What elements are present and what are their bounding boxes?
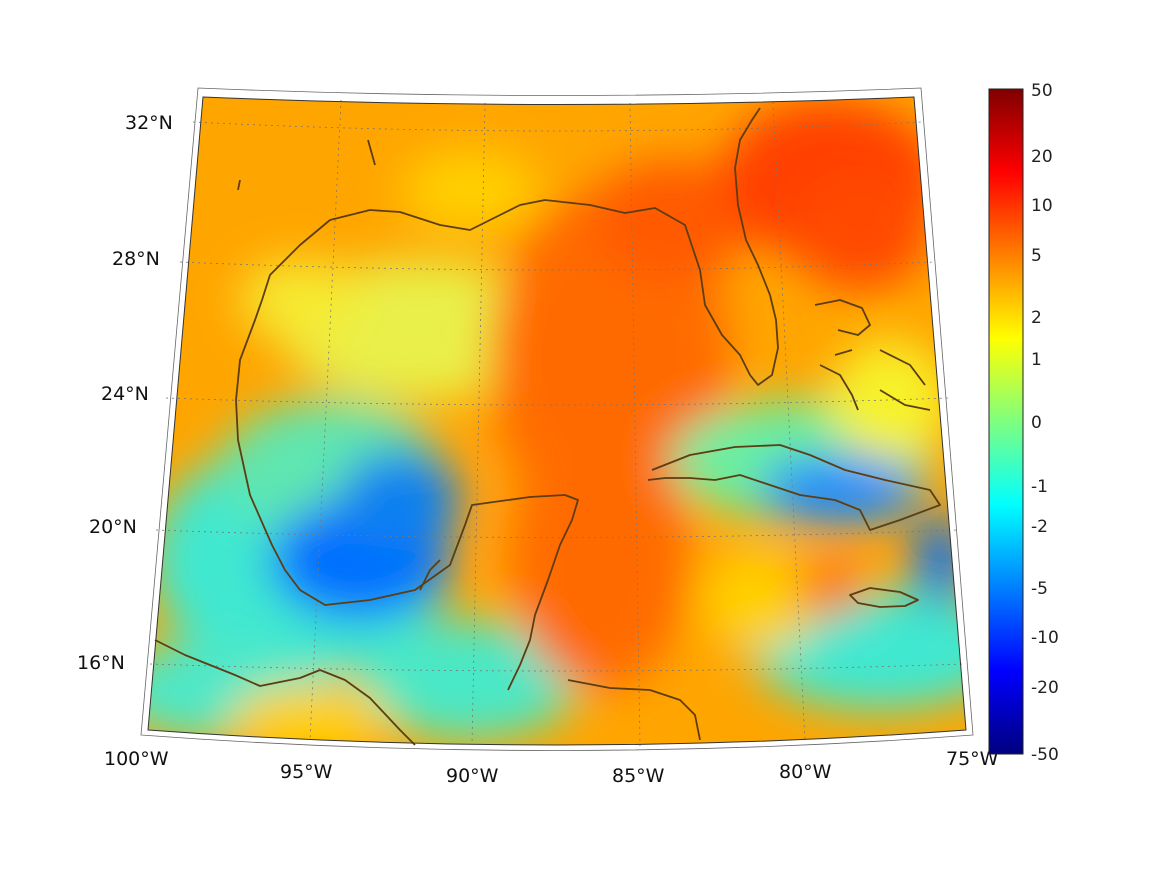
colorbar-tick: -20 xyxy=(1031,678,1059,698)
colorbar-tick: 5 xyxy=(1031,246,1042,266)
lon-label-95w: 95°W xyxy=(280,761,333,783)
colorbar-tick: 50 xyxy=(1031,81,1053,101)
colorbar-tick: -1 xyxy=(1031,477,1048,497)
lat-label-28n: 28°N xyxy=(112,248,160,270)
lat-label-16n: 16°N xyxy=(77,652,125,674)
colorbar-tick: -10 xyxy=(1031,628,1059,648)
coastlines xyxy=(154,107,941,746)
colorbar-ticks: 50 20 10 5 2 1 0 -1 -2 -5 -10 -20 -50 xyxy=(1031,81,1059,765)
data-field xyxy=(148,97,966,745)
colorbar-tick: -2 xyxy=(1031,517,1048,537)
colorbar-tick: -5 xyxy=(1031,579,1048,599)
colorbar-tick: 1 xyxy=(1031,350,1042,370)
lat-label-24n: 24°N xyxy=(101,383,149,405)
lon-labels: 100°W 95°W 90°W 85°W 80°W 75°W xyxy=(104,748,999,787)
lat-label-20n: 20°N xyxy=(89,516,137,538)
lon-label-80w: 80°W xyxy=(779,761,832,783)
colorbar-tick: 10 xyxy=(1031,196,1053,216)
lon-label-100w: 100°W xyxy=(104,748,169,770)
map-frame xyxy=(147,96,967,746)
map-frame-outer xyxy=(140,87,974,751)
colorbar: 50 20 10 5 2 1 0 -1 -2 -5 -10 -20 -50 xyxy=(988,81,1059,765)
map-panel: 32°N 28°N 24°N 20°N 16°N 100°W 95°W 90°W… xyxy=(77,87,999,787)
lon-label-90w: 90°W xyxy=(446,765,499,787)
colorbar-tick: 20 xyxy=(1031,147,1053,167)
lat-labels: 32°N 28°N 24°N 20°N 16°N xyxy=(77,112,173,674)
lon-label-75w: 75°W xyxy=(946,748,999,770)
lat-label-32n: 32°N xyxy=(125,112,173,134)
graticule xyxy=(149,99,965,747)
colorbar-gradient xyxy=(988,88,1024,755)
colorbar-tick: 2 xyxy=(1031,308,1042,328)
colorbar-tick: -50 xyxy=(1031,745,1059,765)
colorbar-tick: 0 xyxy=(1031,413,1042,433)
lon-label-85w: 85°W xyxy=(612,765,665,787)
